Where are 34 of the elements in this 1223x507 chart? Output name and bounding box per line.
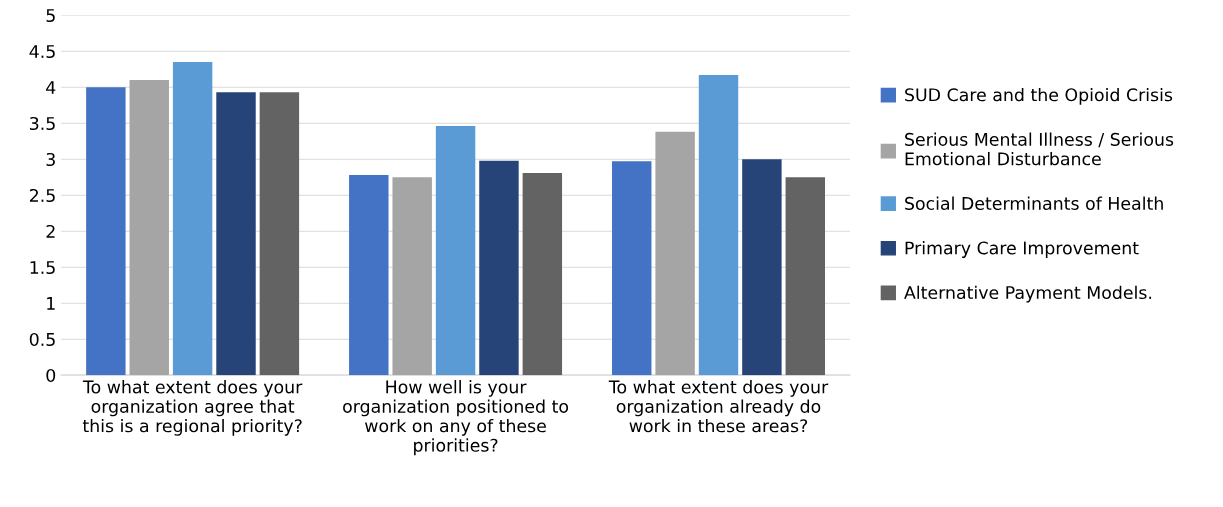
bar bbox=[349, 175, 389, 376]
bar bbox=[172, 62, 213, 376]
y-tick-label: 0.5 bbox=[29, 332, 55, 347]
bar bbox=[129, 80, 169, 376]
bar bbox=[86, 87, 126, 376]
y-tick-label: 0 bbox=[46, 368, 56, 383]
bar bbox=[655, 131, 695, 376]
y-tick-label: 3 bbox=[46, 152, 55, 167]
y-tick-label: 3.5 bbox=[30, 116, 55, 131]
bar bbox=[785, 177, 826, 376]
bar bbox=[612, 161, 652, 376]
y-tick-label: 4.5 bbox=[29, 45, 55, 59]
bar bbox=[435, 126, 476, 376]
bar bbox=[259, 92, 300, 376]
bar bbox=[742, 159, 782, 376]
bar bbox=[216, 92, 256, 376]
y-tick-label: 1 bbox=[47, 297, 55, 310]
bar bbox=[522, 172, 563, 376]
y-tick-label: 2.5 bbox=[29, 188, 55, 203]
bar bbox=[392, 177, 432, 376]
bar bbox=[479, 160, 519, 376]
bar bbox=[698, 74, 739, 376]
y-tick-label: 4 bbox=[46, 81, 56, 94]
x-tick-label: To what extent does your organization agree that this is a regional priority? bbox=[82, 380, 303, 436]
legend-label: Serious Mental Illness / Serious Emotional Disturbance bbox=[905, 132, 1174, 166]
y-tick-label: 1.5 bbox=[30, 261, 55, 275]
x-tick-label: To what extent does your organization already do work in these areas? bbox=[608, 380, 829, 433]
y-tick-label: 5 bbox=[46, 9, 55, 23]
legend-label: Social Determinants of Health bbox=[905, 196, 1163, 210]
legend-label: Alternative Payment Models. bbox=[904, 285, 1152, 303]
x-tick-label: How well is your organization positioned to work on any of these priorities? bbox=[343, 380, 569, 456]
y-tick-label: 2 bbox=[46, 224, 55, 238]
legend-label: Primary Care Improvement bbox=[905, 241, 1139, 258]
legend-label: SUD Care and the Opioid Crisis bbox=[905, 87, 1173, 105]
